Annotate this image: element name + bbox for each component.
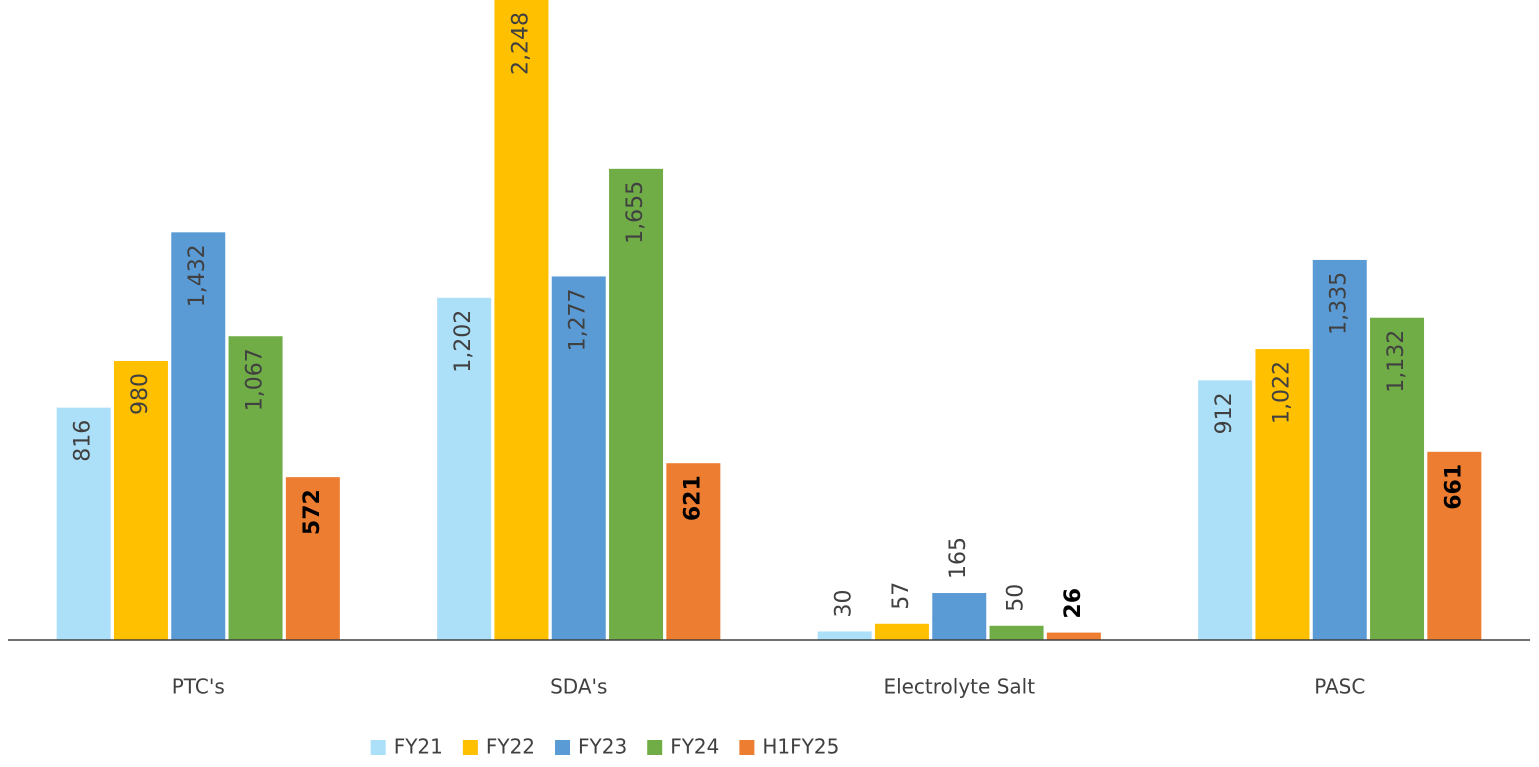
bar [171,232,226,640]
data-label: 165 [946,537,971,579]
data-label: 2,248 [508,12,533,75]
legend-item: H1FY25 [739,735,839,759]
data-label: 1,432 [185,244,210,307]
legend-swatch [739,740,755,755]
legend-label: FY23 [578,735,627,759]
x-tick-label: SDA's [550,675,607,699]
legend-swatch [462,740,478,755]
bar [1198,380,1253,640]
legend-item: FY22 [462,735,535,759]
bar [874,623,929,640]
legend-label: FY22 [486,735,535,759]
bar [1370,317,1425,640]
data-label: 816 [71,420,96,462]
data-label: 1,277 [566,288,591,351]
data-label: 57 [889,582,914,610]
legend-swatch [370,740,386,755]
data-label: 1,335 [1327,272,1352,335]
data-label: 572 [300,489,325,535]
bar [817,631,872,640]
data-label: 661 [1441,464,1466,510]
data-label: 30 [832,589,857,617]
bar [56,407,111,640]
data-label: 1,655 [623,181,648,244]
legend-item: FY21 [370,735,443,759]
bar [113,360,168,640]
x-tick-label: PASC [1314,675,1365,699]
data-label: 50 [1004,584,1029,612]
data-label: 1,022 [1269,361,1294,424]
legend-label: FY21 [394,735,443,759]
x-tick-label: Electrolyte Salt [883,675,1035,699]
data-label: 980 [128,373,153,415]
legend-swatch [647,740,663,755]
bar [666,463,721,640]
bar [989,625,1044,640]
legend-label: FY24 [670,735,719,759]
bar [609,168,664,640]
data-label: 1,202 [451,310,476,373]
bar [1046,632,1101,640]
bar [228,336,283,640]
bar [1255,349,1310,640]
legend-item: FY23 [555,735,627,759]
bar [285,477,340,640]
data-label: 1,132 [1384,330,1409,393]
data-label: 26 [1061,588,1086,619]
data-label: 912 [1212,392,1237,434]
bar [437,297,492,640]
data-label: 621 [680,475,705,521]
bar [494,0,549,640]
legend-swatch [555,740,571,755]
data-label: 1,067 [243,348,268,411]
bar [932,593,987,640]
legend-label: H1FY25 [762,735,839,759]
legend-item: FY24 [647,735,719,759]
x-tick-label: PTC's [172,675,225,699]
bar [1312,259,1367,640]
bar [1427,451,1482,640]
bar [551,276,606,640]
